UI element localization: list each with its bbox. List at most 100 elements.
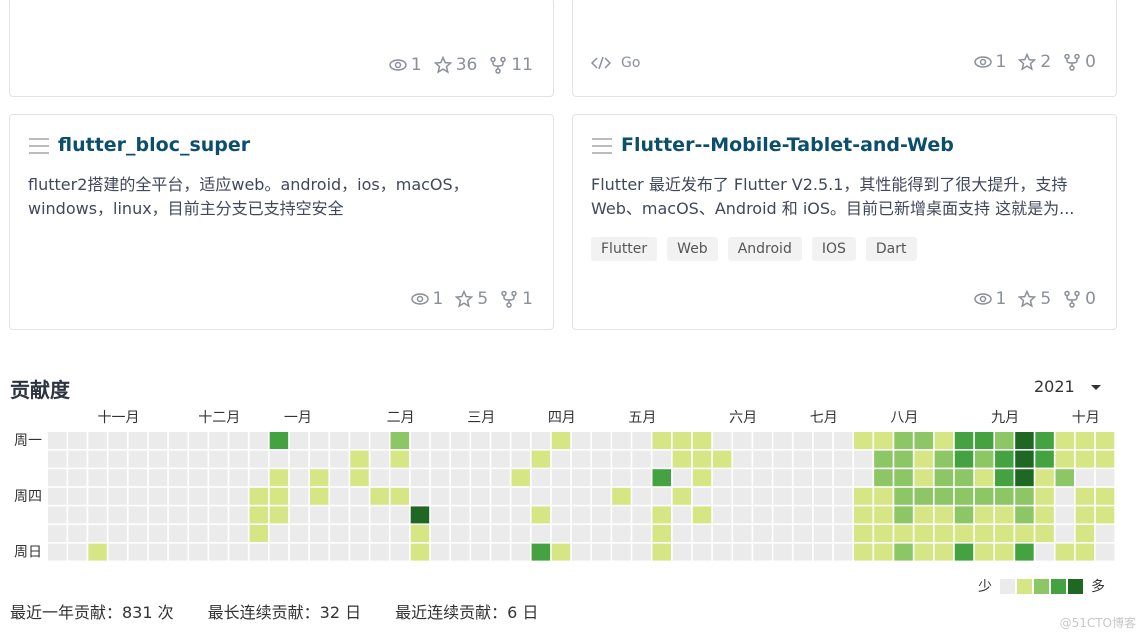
tag[interactable]: Dart bbox=[865, 237, 917, 261]
stat: 5 bbox=[1018, 289, 1051, 309]
repo-card[interactable]: 1 36 11 bbox=[9, 0, 554, 97]
contribution-cell bbox=[148, 450, 168, 468]
contribution-cell bbox=[128, 432, 148, 449]
contribution-cell bbox=[68, 450, 87, 468]
contribution-cell bbox=[672, 432, 692, 449]
summary-item: 最近一年贡献：831 次 bbox=[10, 603, 174, 622]
fork-count: 1 bbox=[522, 289, 533, 309]
repo-title[interactable]: Flutter--Mobile-Tablet-and-Web bbox=[621, 134, 954, 156]
contribution-cell bbox=[733, 525, 752, 542]
contribution-cell bbox=[934, 525, 954, 542]
contribution-cell bbox=[108, 525, 127, 542]
contribution-cell bbox=[753, 469, 772, 487]
contribution-cell bbox=[1055, 432, 1074, 449]
contribution-cell bbox=[813, 432, 833, 449]
repo-card[interactable]: Go 1 2 0 bbox=[572, 0, 1117, 97]
stat: 1 bbox=[973, 289, 1006, 309]
month-label: 七月 bbox=[810, 410, 838, 426]
contribution-cell bbox=[48, 543, 67, 561]
contribution-cell bbox=[128, 450, 148, 468]
contribution-cell bbox=[48, 469, 67, 487]
contribution-cell bbox=[289, 487, 309, 505]
contribution-cell bbox=[511, 487, 530, 505]
contribution-cell bbox=[209, 506, 228, 524]
contribution-cell bbox=[108, 506, 127, 524]
dropdown-caret[interactable] bbox=[1091, 385, 1101, 390]
contribution-cell bbox=[551, 432, 571, 449]
contribution-cell bbox=[309, 525, 329, 542]
contribution-cell bbox=[390, 506, 410, 524]
contribution-cell bbox=[451, 432, 470, 449]
contribution-cell bbox=[1095, 450, 1115, 468]
contribution-cell bbox=[652, 469, 671, 487]
contribution-cell bbox=[491, 506, 510, 524]
contribution-cell bbox=[632, 432, 651, 449]
contribution-cell bbox=[430, 487, 450, 505]
contribution-cell bbox=[733, 450, 752, 468]
contribution-cell bbox=[692, 432, 712, 449]
month-label: 十月 bbox=[1072, 410, 1100, 426]
contribution-cell bbox=[390, 543, 410, 561]
contribution-cell bbox=[269, 506, 289, 524]
repo-card[interactable]: Flutter--Mobile-Tablet-and-Web Flutter 最… bbox=[572, 114, 1117, 330]
repo-card[interactable]: flutter_bloc_super flutter2搭建的全平台，适应web。… bbox=[9, 114, 554, 330]
stats: 1 2 0 bbox=[973, 52, 1096, 72]
star-icon bbox=[1018, 53, 1037, 71]
contribution-cell bbox=[995, 506, 1014, 524]
contribution-cell bbox=[914, 432, 933, 449]
contribution-cell bbox=[571, 450, 591, 468]
contribution-cell bbox=[874, 450, 893, 468]
repo-title[interactable]: flutter_bloc_super bbox=[58, 134, 251, 156]
stat: 1 bbox=[500, 289, 533, 309]
contribution-cell bbox=[551, 469, 571, 487]
tag[interactable]: IOS bbox=[811, 237, 856, 261]
contribution-cell bbox=[632, 487, 651, 505]
contribution-cell bbox=[511, 506, 530, 524]
legend-box bbox=[1017, 578, 1032, 594]
contribution-cell bbox=[108, 469, 127, 487]
contribution-cell bbox=[753, 432, 772, 449]
contribution-cell bbox=[511, 450, 530, 468]
contribution-cell bbox=[592, 450, 611, 468]
contribution-cell bbox=[390, 469, 410, 487]
contribution-cell bbox=[753, 525, 772, 542]
contribution-cell bbox=[451, 469, 470, 487]
contribution-cell bbox=[430, 506, 450, 524]
contribution-cell bbox=[974, 543, 994, 561]
contribution-cell bbox=[451, 450, 470, 468]
contribution-cell bbox=[209, 469, 228, 487]
fork-count: 0 bbox=[1085, 289, 1096, 309]
contribution-cell bbox=[1035, 432, 1054, 449]
contribution-cell bbox=[592, 543, 611, 561]
contribution-cell bbox=[974, 450, 994, 468]
tag[interactable]: Flutter bbox=[591, 237, 658, 261]
tag[interactable]: Android bbox=[727, 237, 802, 261]
tag[interactable]: Web bbox=[667, 237, 718, 261]
contribution-cell bbox=[1095, 525, 1115, 542]
contribution-cell bbox=[1095, 487, 1115, 505]
contribution-cell bbox=[833, 525, 853, 542]
stat: 5 bbox=[455, 289, 488, 309]
contribution-cell bbox=[1055, 543, 1074, 561]
contribution-cell bbox=[410, 525, 430, 542]
contribution-cell bbox=[914, 506, 933, 524]
contribution-cell bbox=[491, 543, 510, 561]
contribution-cell bbox=[1015, 487, 1034, 505]
contribution-cell bbox=[954, 432, 974, 449]
repo-description: flutter2搭建的全平台，适应web。android，ios，macOS，w… bbox=[28, 175, 469, 218]
contribution-cell bbox=[974, 525, 994, 542]
year-select[interactable]: 2021 bbox=[1034, 377, 1075, 396]
stats: 1 5 1 bbox=[410, 289, 533, 309]
contribution-cell bbox=[914, 525, 933, 542]
contribution-cell bbox=[88, 487, 107, 505]
contribution-cell bbox=[229, 469, 248, 487]
contribution-cell bbox=[209, 487, 228, 505]
contribution-cell bbox=[1015, 525, 1034, 542]
contribution-cell bbox=[330, 543, 349, 561]
fork-icon bbox=[1064, 290, 1080, 308]
contribution-cell bbox=[712, 506, 732, 524]
contribution-cell bbox=[592, 432, 611, 449]
contribution-cell bbox=[309, 432, 329, 449]
contribution-cell bbox=[833, 450, 853, 468]
